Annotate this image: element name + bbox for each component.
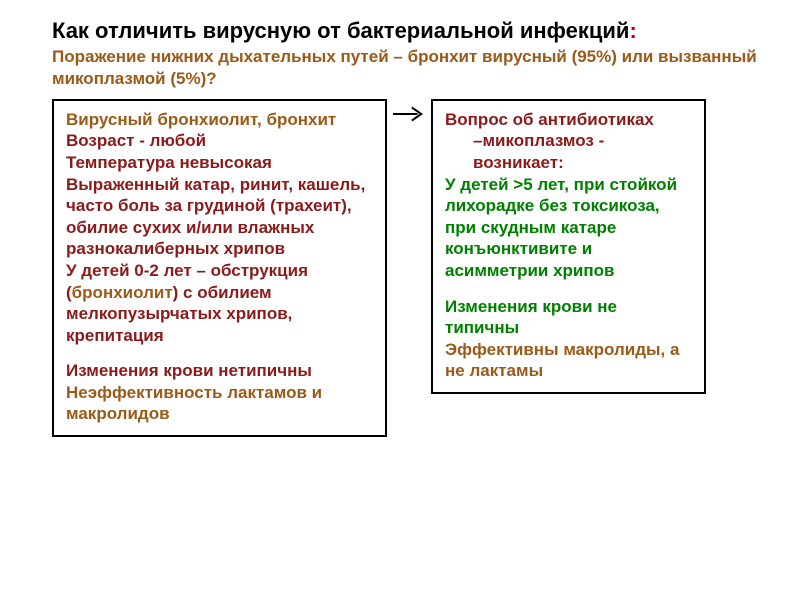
right-line-1b: –микоплазмоз - возникает:	[445, 130, 694, 173]
left-line-3: Температура невысокая	[66, 152, 375, 174]
left-line-4: Выраженный катар, ринит, кашель, часто б…	[66, 174, 375, 260]
spacer	[66, 346, 375, 360]
title-colon: :	[629, 18, 636, 43]
slide-root: Как отличить вирусную от бактериальной и…	[0, 0, 800, 600]
title-text: Как отличить вирусную от бактериальной и…	[52, 18, 629, 43]
left-line-6: Изменения крови нетипичны	[66, 360, 375, 382]
right-line-3: Изменения крови не типичны	[445, 296, 694, 339]
slide-title: Как отличить вирусную от бактериальной и…	[52, 18, 760, 44]
left-line-5: У детей 0-2 лет – обструкция (бронхиолит…	[66, 260, 375, 346]
slide-subtitle: Поражение нижних дыхательных путей – бро…	[52, 46, 760, 89]
left-line-7: Неэффективность лактамов и макролидов	[66, 382, 375, 425]
left-line-1: Вирусный бронхиолит, бронхит	[66, 109, 375, 131]
arrow-icon	[393, 99, 425, 123]
left-box: Вирусный бронхиолит, бронхит Возраст - л…	[52, 99, 387, 437]
left-line-5b: бронхиолит	[72, 283, 173, 302]
right-line-1: Вопрос об антибиотиках –микоплазмоз - во…	[445, 109, 694, 174]
right-line-2: У детей >5 лет, при стойкой лихорадке бе…	[445, 174, 694, 282]
right-box: Вопрос об антибиотиках –микоплазмоз - во…	[431, 99, 706, 394]
right-line-1a: Вопрос об антибиотиках	[445, 110, 654, 129]
spacer	[445, 282, 694, 296]
left-line-2: Возраст - любой	[66, 130, 375, 152]
right-line-4: Эффективны макролиды, а не лактамы	[445, 339, 694, 382]
panels-row: Вирусный бронхиолит, бронхит Возраст - л…	[52, 99, 760, 437]
